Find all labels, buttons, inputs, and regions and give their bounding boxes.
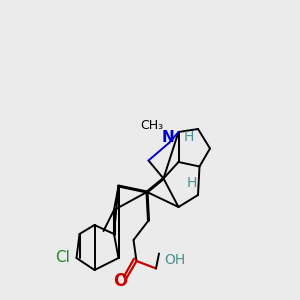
Text: OH: OH [164,254,186,267]
Text: Cl: Cl [56,250,70,266]
Text: N: N [162,130,174,146]
Text: O: O [113,272,128,290]
Text: H: H [184,130,194,143]
Text: H: H [187,176,197,190]
Text: CH₃: CH₃ [140,119,163,133]
